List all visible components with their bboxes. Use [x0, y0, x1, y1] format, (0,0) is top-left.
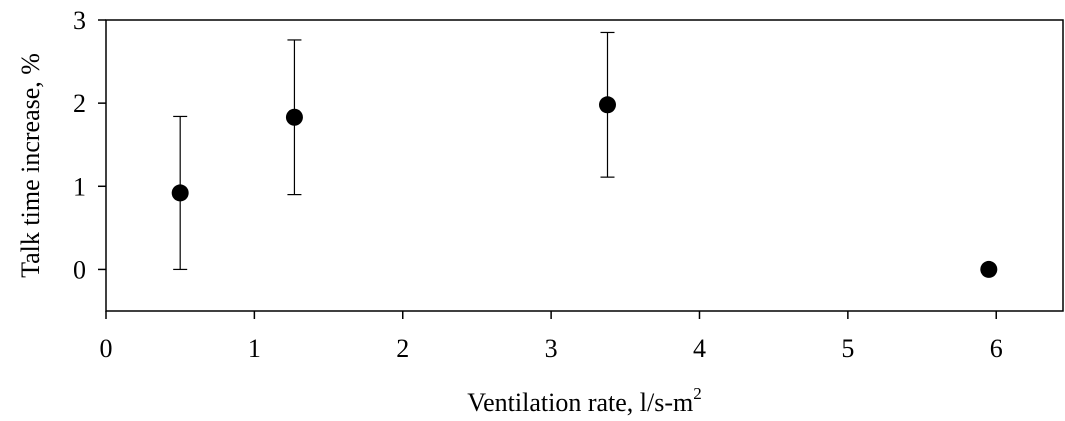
data-point — [171, 184, 189, 202]
x-tick-label: 0 — [100, 334, 113, 363]
data-point — [285, 108, 303, 126]
error-bars — [173, 31, 615, 271]
x-axis-ticks: 0 1 2 3 4 5 6 — [100, 311, 1003, 363]
data-points — [171, 96, 998, 278]
plot-frame — [105, 19, 1064, 312]
x-axis-label-text: Ventilation rate, l/s-m — [467, 388, 693, 417]
x-tick-label: 4 — [693, 334, 706, 363]
y-tick-label: 1 — [73, 172, 86, 201]
x-axis-label-superscript: 2 — [693, 384, 702, 403]
y-tick-label: 0 — [73, 255, 86, 284]
x-tick-label: 2 — [396, 334, 409, 363]
y-axis-ticks: 0 1 2 3 — [73, 6, 106, 284]
x-tick-label: 1 — [248, 334, 261, 363]
x-axis-label: Ventilation rate, l/s-m2 — [467, 384, 702, 417]
data-point — [598, 96, 616, 114]
x-tick-label: 5 — [841, 334, 854, 363]
y-axis-label: Talk time increase, % — [16, 53, 45, 278]
data-point — [980, 260, 998, 278]
x-tick-label: 6 — [990, 334, 1003, 363]
x-tick-label: 3 — [545, 334, 558, 363]
y-tick-label: 2 — [73, 89, 86, 118]
plot-border — [105, 19, 1064, 312]
y-tick-label: 3 — [73, 6, 86, 35]
